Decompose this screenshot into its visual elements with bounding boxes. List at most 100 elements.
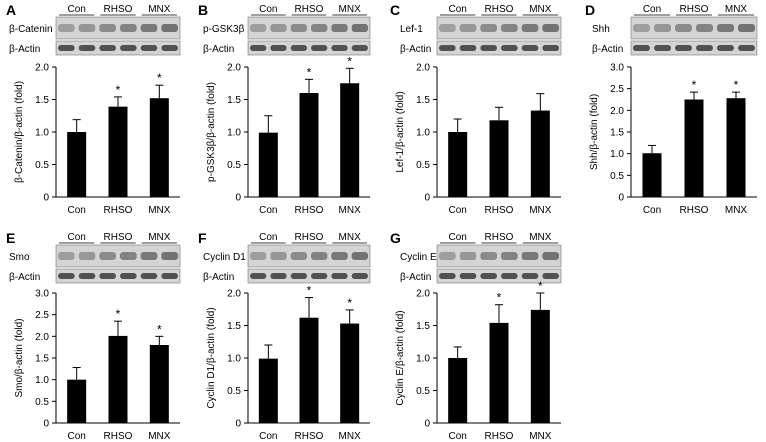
blot-band: [270, 45, 287, 51]
bar-rhso: [299, 93, 319, 197]
blot-band: [311, 273, 328, 279]
blot-band: [439, 273, 456, 279]
blot-band: [351, 24, 368, 32]
blot-band: [99, 45, 116, 51]
significance-marker: *: [497, 291, 502, 305]
blot-label: p-GSK3β: [203, 24, 245, 35]
blot-band: [459, 45, 477, 51]
blot-band: [717, 24, 734, 32]
significance-marker: *: [347, 54, 352, 68]
blot-band: [140, 24, 158, 32]
blot-band: [290, 252, 307, 260]
x-tick-label: MNX: [148, 431, 171, 442]
blot-band: [501, 45, 518, 51]
blot-strip: [247, 268, 371, 284]
bar-mnx: [340, 83, 360, 197]
chart-panel-b: B Con RHSO MNX p-GSK3β β-Actin 0 0.5 1.0 1.5 2.0 p-…: [198, 2, 371, 216]
blot-band: [331, 273, 348, 279]
blot-strip: [55, 40, 181, 56]
bar-mnx: [340, 323, 360, 423]
x-tick-label: MNX: [148, 205, 171, 216]
y-tick-label: 0.5: [227, 160, 241, 171]
blot-strip: [630, 16, 758, 40]
significance-marker: *: [116, 83, 121, 97]
blot-band: [331, 45, 348, 51]
target-blot: Cyclin E: [400, 244, 562, 268]
blot-band: [717, 45, 734, 51]
significance-marker: *: [307, 284, 312, 298]
blot-label: β-Catenin: [9, 24, 53, 35]
y-axis-label: p-GSK3β/β-actin (fold): [206, 82, 217, 182]
blot-band: [521, 45, 539, 51]
blot-band: [654, 24, 671, 32]
lane-group-label: MNX: [529, 232, 552, 243]
y-tick-label: 1.0: [227, 128, 241, 139]
bar-con: [67, 132, 87, 197]
blot-label: Shh: [592, 24, 610, 35]
blot-label: Cyclin E: [400, 252, 437, 263]
blot-band: [459, 252, 477, 260]
blot-band: [480, 252, 497, 260]
blot-label: β-Actin: [203, 272, 234, 283]
y-tick-label: 0.5: [610, 171, 624, 182]
bar-con: [642, 153, 662, 197]
y-tick-label: 0: [424, 193, 430, 204]
blot-band: [250, 252, 267, 260]
blot-band: [161, 252, 178, 260]
blot-band: [78, 252, 96, 260]
bar-con: [448, 358, 468, 423]
lane-group-label: MNX: [339, 232, 362, 243]
blot-strip: [436, 40, 562, 56]
lane-group-label: Con: [259, 232, 277, 243]
panel-letter: E: [6, 230, 15, 246]
bar-mnx: [726, 98, 746, 197]
lane-group-label: MNX: [148, 4, 171, 15]
y-tick-label: 1.5: [416, 95, 430, 106]
blot-strip: [247, 244, 371, 268]
blot-band: [270, 24, 287, 32]
lane-group-label: MNX: [529, 4, 552, 15]
blot-band: [521, 24, 539, 32]
y-axis-label: Cyclin E/β-actin (fold): [395, 310, 406, 405]
blot-band: [542, 252, 559, 260]
blot-band: [58, 24, 75, 32]
blot-band: [78, 273, 96, 279]
blot-band: [675, 45, 692, 51]
bar-rhso: [299, 317, 319, 423]
y-tick-label: 0: [235, 193, 241, 204]
x-tick-label: MNX: [529, 205, 552, 216]
y-tick-label: 2.5: [610, 84, 624, 95]
blot-band: [78, 45, 96, 51]
target-blot: Lef-1: [400, 16, 562, 40]
y-tick-label: 0: [43, 193, 49, 204]
blot-band: [501, 273, 518, 279]
x-tick-label: RHSO: [485, 205, 514, 216]
bar-mnx: [530, 309, 550, 423]
blot-strip: [55, 268, 181, 284]
blot-band: [290, 24, 307, 32]
x-tick-label: Con: [67, 431, 85, 442]
blot-band: [521, 273, 539, 279]
blot-band: [459, 273, 477, 279]
chart-panel-c: C Con RHSO MNX Lef-1 β-Actin 0 0.5 1.0 1.5 2.0 Lef-…: [390, 2, 562, 216]
y-axis-label: Smo/β-actin (fold): [14, 318, 25, 397]
x-tick-label: MNX: [529, 431, 552, 442]
y-tick-label: 3.0: [610, 63, 624, 74]
y-tick-label: 0: [43, 419, 49, 430]
blot-band: [120, 273, 137, 279]
blot-band: [542, 45, 559, 51]
blot-band: [270, 273, 287, 279]
panel-letter: G: [390, 230, 401, 246]
blot-band: [331, 24, 348, 32]
panel-letter: A: [6, 2, 16, 18]
target-blot: Shh: [592, 16, 758, 40]
lane-group-label: Con: [643, 4, 661, 15]
chart-panel-f: F Con RHSO MNX Cyclin D1 β-Actin 0 0.5 1.0 1.5 2.0…: [198, 230, 371, 442]
blot-band: [161, 45, 178, 51]
x-tick-label: Con: [259, 205, 277, 216]
actin-blot: β-Actin: [9, 268, 181, 284]
blot-band: [351, 273, 368, 279]
blot-band: [351, 252, 368, 260]
blot-label: β-Actin: [592, 44, 623, 55]
